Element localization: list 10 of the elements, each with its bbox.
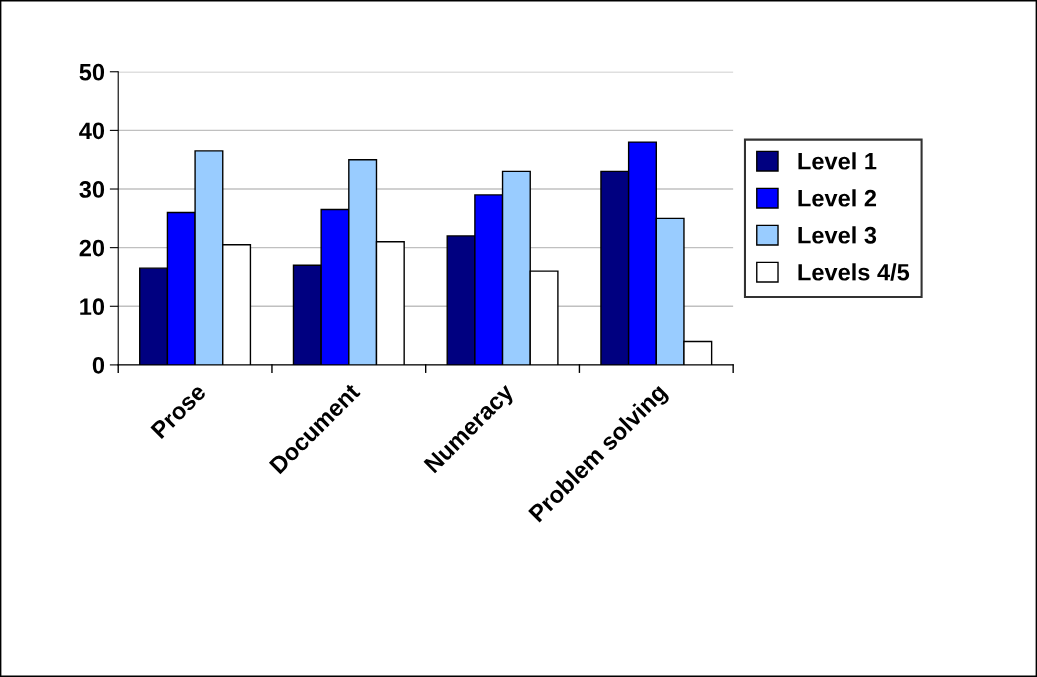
legend-label: Level 2: [798, 189, 877, 207]
y-tick-label: 40: [79, 122, 105, 140]
legend-label: Level 3: [798, 226, 877, 244]
y-tick-label: 10: [80, 298, 105, 316]
y-tick-label: 30: [79, 181, 105, 198]
legend-label: Levels 4/5: [798, 263, 910, 281]
y-tick-label: 20: [79, 239, 105, 257]
legend-label: Level 1: [798, 152, 877, 170]
y-tick-label: 0: [92, 356, 105, 374]
y-tick-label: 50: [79, 63, 105, 81]
